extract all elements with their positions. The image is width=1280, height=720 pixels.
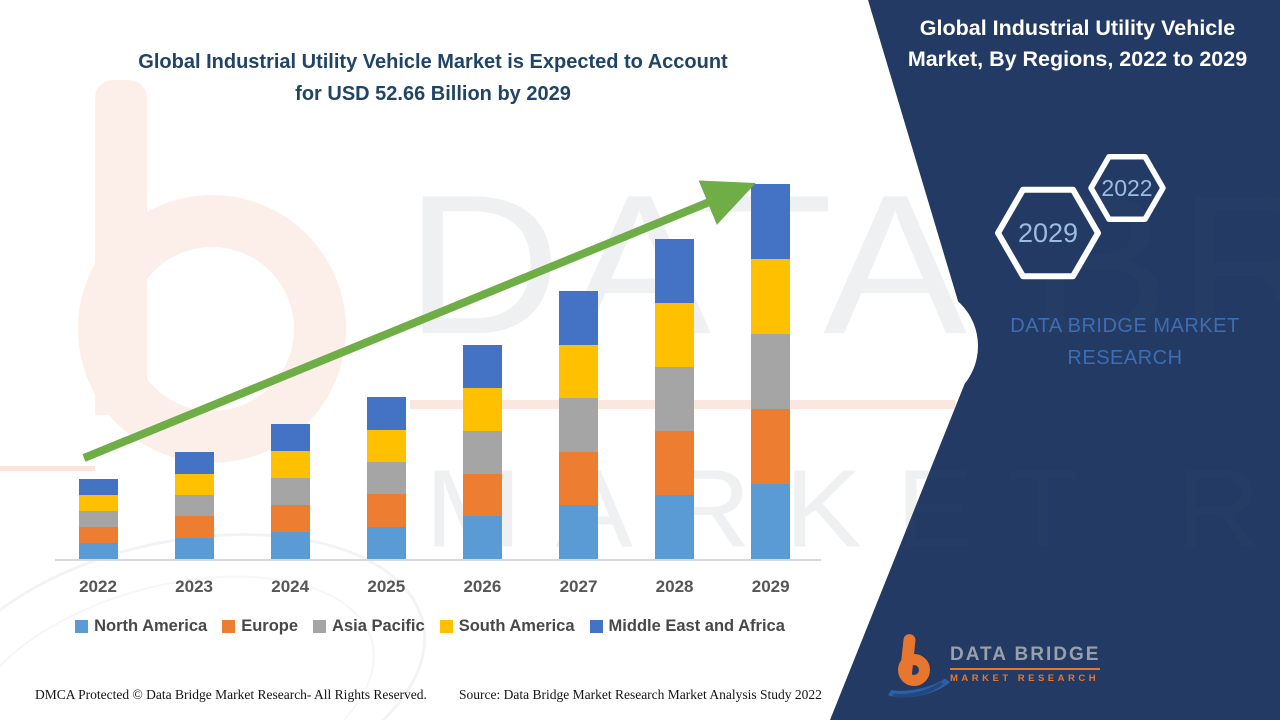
chart-legend: North America Europe Asia Pacific South Ame… [30, 617, 830, 636]
bar-segment-2022-middle-east-and-africa [78, 479, 118, 496]
legend-marker-icon [439, 620, 453, 633]
panel-notch-curve [858, 286, 978, 406]
legend-item-europe: Europe [222, 617, 298, 636]
x-axis-line [55, 559, 821, 561]
bar-segment-2027-europe [559, 451, 598, 506]
footer-dmca-text: DMCA Protected © Data Bridge Market Rese… [35, 687, 427, 702]
bar-segment-2027-south-america [559, 344, 598, 399]
databridge-logo: DATA BRIDGE MARKET RESEARCH [875, 628, 1120, 710]
brand-wordmark: DATA BRIDGE MARKET RESEARCH [985, 310, 1265, 374]
x-axis-label-2024: 2024 [271, 577, 310, 596]
bar-segment-2028-asia-pacific [655, 366, 695, 431]
bar-segment-2027-middle-east-and-africa [559, 291, 598, 345]
bar-segment-2028-middle-east-and-africa [655, 238, 695, 303]
bar-segment-2022-north-america [78, 543, 118, 559]
bar-segment-2029-asia-pacific [751, 334, 791, 410]
bar-segment-2028-south-america [655, 302, 695, 367]
logo-wordmark-line1: DATA BRIDGE [950, 644, 1101, 670]
hexagon-2029-label: 2029 [1018, 218, 1078, 248]
x-axis-label-2029: 2029 [751, 577, 790, 596]
logo-b-icon [898, 654, 930, 686]
legend-label: South America [458, 617, 575, 635]
bar-segment-2029-middle-east-and-africa [751, 184, 791, 260]
bar-segment-2025-middle-east-and-africa [366, 397, 406, 430]
bar-segment-2023-europe [174, 516, 214, 538]
legend-marker-icon [589, 620, 603, 633]
bar-segment-2026-europe [462, 473, 502, 517]
x-axis-label-2028: 2028 [655, 577, 694, 596]
legend-marker-icon [222, 620, 236, 633]
bar-segment-2024-north-america [270, 531, 310, 559]
bar-segment-2023-asia-pacific [174, 494, 214, 517]
bar-segment-2022-asia-pacific [78, 511, 118, 528]
bar-segment-2025-south-america [366, 429, 406, 462]
bar-segment-2022-europe [78, 527, 118, 544]
x-axis-label-2027: 2027 [559, 577, 598, 596]
bar-segment-2026-north-america [462, 516, 502, 559]
legend-label: North America [94, 617, 208, 635]
bar-segment-2024-europe [270, 504, 310, 532]
bar-segment-2026-south-america [462, 388, 502, 431]
legend-label: Asia Pacific [332, 617, 425, 635]
x-axis-label-2025: 2025 [367, 577, 406, 596]
panel-title: Global Industrial Utility Vehicle Market… [907, 16, 1248, 72]
bar-segment-2025-asia-pacific [366, 462, 406, 495]
bar-segment-2029-europe [751, 409, 791, 484]
x-axis-label-2022: 2022 [79, 577, 117, 596]
chart-title: Global Industrial Utility Vehicle Market… [58, 46, 808, 110]
chart-title-line1: Global Industrial Utility Vehicle Market… [138, 51, 728, 73]
footer-source-text: Source: Data Bridge Market Research Mark… [459, 687, 822, 702]
hexagon-2022: 2022 [1088, 154, 1166, 222]
bar-segment-2023-north-america [174, 537, 214, 559]
x-axis-label-2026: 2026 [463, 577, 502, 596]
logo-wordmark-line2: MARKET RESEARCH [950, 673, 1100, 684]
bar-segment-2028-north-america [655, 494, 695, 559]
bar-segment-2023-south-america [174, 473, 214, 495]
bar-segment-2022-south-america [78, 495, 118, 512]
bar-segment-2027-north-america [559, 505, 598, 559]
bar-segment-2026-middle-east-and-africa [462, 345, 502, 389]
brand-line1: DATA BRIDGE MARKET [1010, 315, 1240, 337]
hexagon-2029: 2029 [995, 186, 1101, 280]
bar-segment-2027-asia-pacific [559, 398, 598, 452]
bar-segment-2025-europe [366, 494, 406, 527]
bar-segment-2029-north-america [751, 484, 791, 559]
legend-marker-icon [313, 620, 327, 633]
chart-title-line2: for USD 52.66 Billion by 2029 [295, 83, 571, 105]
bar-segment-2029-south-america [751, 259, 791, 335]
legend-label: Europe [241, 617, 299, 635]
bar-segment-2028-europe [655, 430, 695, 495]
bar-segment-2026-asia-pacific [462, 430, 502, 474]
brand-line2: RESEARCH [1067, 347, 1183, 369]
hexagon-2022-label: 2022 [1101, 175, 1152, 201]
legend-item-north-america: North America [75, 617, 207, 636]
legend-label: Middle East and Africa [608, 617, 785, 635]
bar-segment-2025-north-america [366, 526, 406, 559]
bar-segment-2024-asia-pacific [270, 477, 310, 505]
legend-marker-icon [75, 620, 89, 633]
legend-item-middle-east-and-africa: Middle East and Africa [589, 617, 785, 636]
legend-item-south-america: South America [439, 617, 575, 636]
x-axis-label-2023: 2023 [175, 577, 213, 596]
legend-item-asia-pacific: Asia Pacific [313, 617, 425, 636]
